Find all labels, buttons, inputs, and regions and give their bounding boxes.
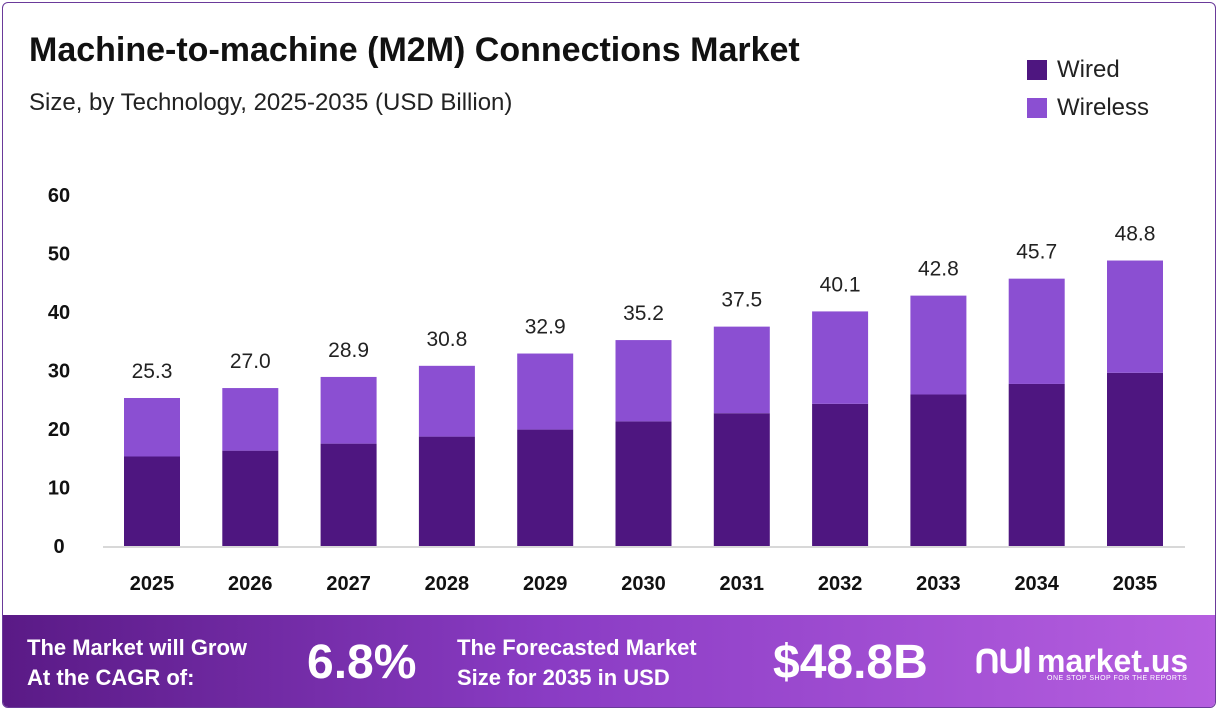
bar-wired-2035 xyxy=(1107,372,1163,546)
x-tick-label: 2028 xyxy=(425,573,470,595)
total-data-label: 30.8 xyxy=(426,328,467,351)
bar-wired-2026 xyxy=(222,450,279,546)
bar-wired-2027 xyxy=(320,443,377,546)
total-data-label: 25.3 xyxy=(132,360,173,383)
bar-wireless-2025 xyxy=(124,397,180,457)
bar-wireless-2031 xyxy=(713,326,770,414)
y-tick-label: 50 xyxy=(48,244,70,266)
x-tick-label: 2027 xyxy=(326,573,371,595)
bar-wireless-2035 xyxy=(1107,260,1163,373)
x-tick-label: 2025 xyxy=(130,573,175,595)
bar-wired-2031 xyxy=(713,413,770,546)
bar-wired-2030 xyxy=(615,421,672,546)
bar-wireless-2026 xyxy=(222,388,279,451)
forecast-label-line1: The Forecasted Market xyxy=(457,635,697,660)
brand-logo: market.us xyxy=(975,641,1188,681)
legend-label-wired: Wired xyxy=(1057,56,1120,83)
bar-wired-2029 xyxy=(517,429,574,546)
total-data-label: 45.7 xyxy=(1016,241,1057,264)
x-tick-label: 2032 xyxy=(818,573,863,595)
total-data-label: 28.9 xyxy=(328,339,369,362)
y-tick-label: 40 xyxy=(48,302,70,324)
y-tick-label: 60 xyxy=(48,185,70,207)
legend-swatch-wireless xyxy=(1027,98,1047,118)
bar-wireless-2034 xyxy=(1008,278,1065,384)
footer-banner: The Market will Grow At the CAGR of: 6.8… xyxy=(3,615,1215,707)
chart-subtitle: Size, by Technology, 2025-2035 (USD Bill… xyxy=(29,89,513,116)
cagr-value: 6.8% xyxy=(307,636,417,689)
legend: Wired Wireless xyxy=(1027,51,1149,127)
total-data-label: 40.1 xyxy=(820,273,861,296)
bar-wireless-2028 xyxy=(418,365,475,437)
bar-wired-2034 xyxy=(1008,383,1065,546)
x-tick-label: 2034 xyxy=(1014,573,1059,595)
stacked-bar-chart: 010203040506025.3202527.0202628.9202730.… xyxy=(48,185,1185,595)
x-tick-label: 2033 xyxy=(916,573,961,595)
forecast-value: $48.8B xyxy=(773,636,928,689)
x-tick-label: 2030 xyxy=(621,573,666,595)
legend-swatch-wired xyxy=(1027,60,1047,80)
y-tick-label: 10 xyxy=(48,478,70,500)
total-data-label: 32.9 xyxy=(525,316,566,339)
bar-wired-2025 xyxy=(124,456,180,546)
x-tick-label: 2029 xyxy=(523,573,568,595)
brand-tagline: ONE STOP SHOP FOR THE REPORTS xyxy=(1047,675,1188,682)
bar-wired-2032 xyxy=(812,403,869,546)
total-data-label: 35.2 xyxy=(623,302,664,325)
total-data-label: 27.0 xyxy=(230,350,271,373)
y-tick-label: 0 xyxy=(53,536,64,558)
brand-name: market.us xyxy=(1037,642,1189,679)
bar-wireless-2027 xyxy=(320,376,377,444)
x-tick-label: 2031 xyxy=(720,573,765,595)
y-tick-label: 30 xyxy=(48,361,70,383)
cagr-label-line2: At the CAGR of: xyxy=(27,665,195,690)
total-data-label: 48.8 xyxy=(1115,223,1156,246)
chart-title: Machine-to-machine (M2M) Connections Mar… xyxy=(29,31,800,69)
bar-wireless-2029 xyxy=(517,353,574,430)
bar-wireless-2032 xyxy=(812,311,869,404)
bar-wired-2033 xyxy=(910,394,967,546)
legend-item-wired: Wired xyxy=(1027,51,1149,89)
legend-label-wireless: Wireless xyxy=(1057,94,1150,121)
bar-wireless-2030 xyxy=(615,340,672,422)
forecast-label-line2: Size for 2035 in USD xyxy=(457,665,670,690)
total-data-label: 42.8 xyxy=(918,258,959,281)
market-us-logo-icon xyxy=(976,646,1030,674)
total-data-label: 37.5 xyxy=(721,289,762,312)
cagr-label-line1: The Market will Grow xyxy=(27,635,248,660)
legend-item-wireless: Wireless xyxy=(1027,89,1149,127)
bar-wired-2028 xyxy=(418,436,475,546)
x-tick-label: 2026 xyxy=(228,573,273,595)
y-tick-label: 20 xyxy=(48,419,70,441)
x-tick-label: 2035 xyxy=(1113,573,1158,595)
bar-wireless-2033 xyxy=(910,295,967,395)
